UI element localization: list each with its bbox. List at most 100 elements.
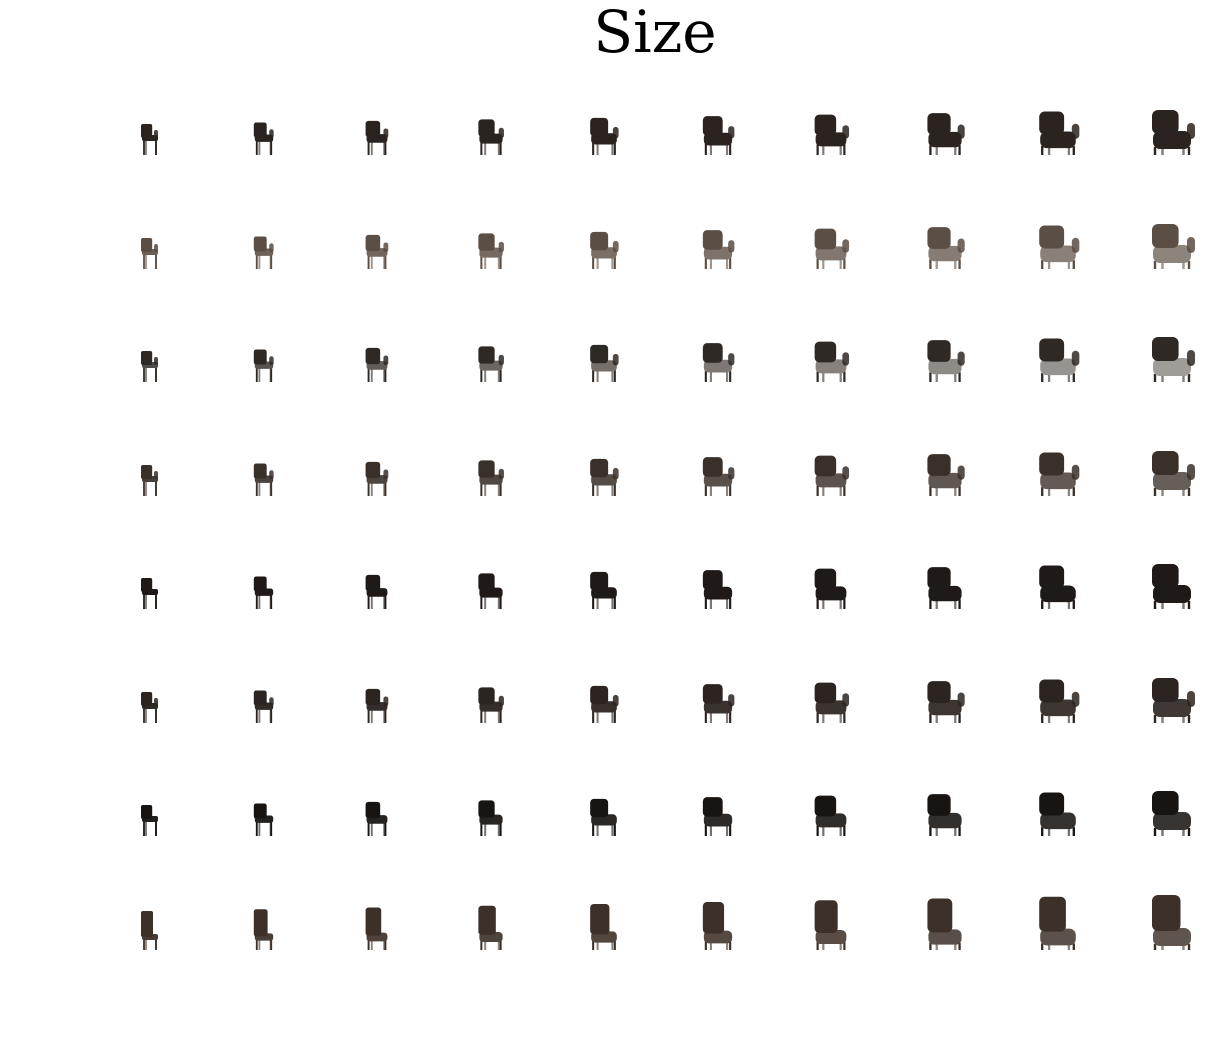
- chair-thumbnail: [1117, 534, 1227, 644]
- chair-thumbnail: [1117, 648, 1227, 758]
- chair-thumbnail: [95, 307, 205, 417]
- chair-image: [253, 349, 274, 382]
- chair-image: [926, 226, 965, 269]
- chair-image: [926, 567, 962, 609]
- chair-thumbnail: [663, 194, 773, 304]
- chair-thumbnail: [1003, 761, 1113, 871]
- chair-thumbnail: [436, 307, 546, 417]
- chair-thumbnail: [436, 534, 546, 644]
- chair-image: [702, 570, 732, 609]
- chair-image: [477, 459, 504, 496]
- chair-image: [1151, 110, 1195, 155]
- chair-image: [702, 116, 734, 155]
- chair-image: [253, 122, 274, 155]
- chair-thumbnail: [890, 421, 1000, 531]
- chair-thumbnail: [322, 80, 432, 190]
- chair-thumbnail: [663, 534, 773, 644]
- chair-image: [365, 347, 389, 382]
- chair-thumbnail: [776, 875, 886, 985]
- chair-image: [1151, 223, 1195, 269]
- chair-thumbnail: [209, 534, 319, 644]
- chair-image: [477, 905, 503, 950]
- chair-thumbnail: [776, 534, 886, 644]
- chair-image: [477, 119, 504, 155]
- chair-image: [365, 906, 388, 950]
- chair-image: [477, 232, 504, 269]
- chair-thumbnail: [890, 307, 1000, 417]
- chair-image: [253, 462, 274, 496]
- chair-thumbnail: [95, 421, 205, 531]
- chair-thumbnail: [322, 534, 432, 644]
- chair-thumbnail: [1117, 194, 1227, 304]
- figure-title: Size: [593, 0, 717, 66]
- chair-thumbnail: [1003, 875, 1113, 985]
- chair-image: [141, 464, 158, 496]
- chair-image: [926, 113, 965, 155]
- chair-image: [926, 453, 965, 496]
- chair-image: [702, 797, 732, 836]
- chair-image: [702, 901, 732, 950]
- chair-thumbnail: [890, 194, 1000, 304]
- chair-image-grid: [95, 80, 1227, 990]
- chair-thumbnail: [549, 421, 659, 531]
- chair-image: [253, 576, 273, 609]
- chair-image: [1039, 896, 1076, 950]
- chair-thumbnail: [776, 194, 886, 304]
- chair-thumbnail: [663, 875, 773, 985]
- chair-image: [1151, 337, 1195, 382]
- chair-image: [702, 229, 734, 269]
- chair-image: [141, 237, 158, 269]
- chair-thumbnail: [1003, 80, 1113, 190]
- chair-thumbnail: [209, 761, 319, 871]
- chair-thumbnail: [322, 875, 432, 985]
- chair-thumbnail: [890, 80, 1000, 190]
- chair-image: [477, 573, 503, 609]
- chair-thumbnail: [209, 307, 319, 417]
- chair-image: [926, 680, 965, 723]
- chair-image: [814, 795, 847, 836]
- chair-thumbnail: [1117, 875, 1227, 985]
- chair-image: [590, 571, 617, 609]
- chair-image: [477, 800, 503, 836]
- chair-thumbnail: [663, 421, 773, 531]
- chair-image: [1039, 565, 1076, 609]
- chair-thumbnail: [1117, 307, 1227, 417]
- chair-thumbnail: [663, 648, 773, 758]
- chair-image: [141, 578, 158, 609]
- chair-image: [1039, 338, 1080, 382]
- chair-image: [590, 685, 619, 723]
- chair-image: [1039, 792, 1076, 836]
- chair-thumbnail: [776, 421, 886, 531]
- chair-image: [702, 683, 734, 723]
- chair-thumbnail: [549, 761, 659, 871]
- chair-image: [1039, 679, 1080, 723]
- chair-thumbnail: [95, 648, 205, 758]
- chair-image: [1151, 791, 1191, 836]
- chair-image: [141, 351, 158, 382]
- chair-image: [1039, 452, 1080, 496]
- chair-image: [141, 805, 158, 836]
- chair-image: [365, 688, 389, 723]
- chair-image: [253, 689, 274, 723]
- chair-image: [253, 803, 273, 836]
- chair-thumbnail: [209, 194, 319, 304]
- chair-thumbnail: [1003, 534, 1113, 644]
- chair-thumbnail: [549, 307, 659, 417]
- chair-image: [477, 346, 504, 382]
- chair-thumbnail: [436, 80, 546, 190]
- chair-thumbnail: [322, 421, 432, 531]
- chair-thumbnail: [890, 761, 1000, 871]
- chair-image: [141, 124, 158, 155]
- chair-image: [814, 568, 847, 609]
- chair-thumbnail: [436, 194, 546, 304]
- chair-thumbnail: [322, 648, 432, 758]
- chair-thumbnail: [209, 421, 319, 531]
- chair-image: [590, 798, 617, 836]
- chair-thumbnail: [663, 761, 773, 871]
- chair-image: [590, 231, 619, 269]
- chair-image: [702, 343, 734, 382]
- chair-thumbnail: [1003, 307, 1113, 417]
- chair-image: [1039, 225, 1080, 269]
- chair-image: [814, 682, 850, 723]
- chair-thumbnail: [1003, 421, 1113, 531]
